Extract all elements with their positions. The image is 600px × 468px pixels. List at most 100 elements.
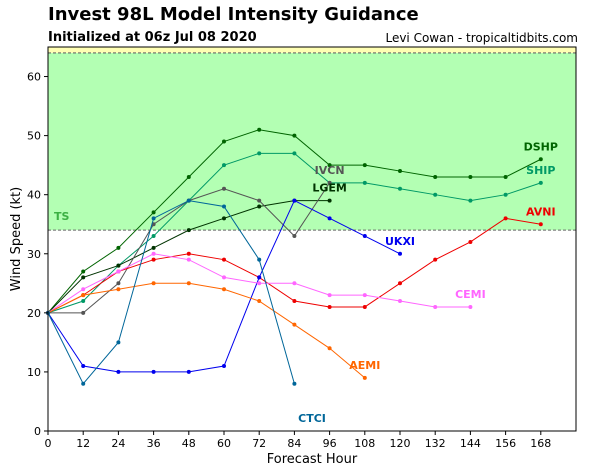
- band-upper: [48, 47, 576, 53]
- data-point: [538, 222, 543, 227]
- data-point: [327, 198, 332, 203]
- data-point: [362, 304, 367, 309]
- data-point: [257, 257, 262, 262]
- data-point: [362, 293, 367, 298]
- y-tick-label: 50: [27, 130, 41, 143]
- data-point: [538, 157, 543, 162]
- data-point: [398, 169, 402, 174]
- data-point: [292, 133, 297, 138]
- data-point: [186, 228, 191, 233]
- data-point: [292, 322, 297, 327]
- data-point: [222, 139, 226, 144]
- data-point: [222, 364, 226, 369]
- data-point: [81, 293, 86, 298]
- x-tick-label: 108: [354, 437, 375, 450]
- series-label-dshp: DSHP: [524, 140, 558, 153]
- x-tick-label: 0: [45, 437, 52, 450]
- data-point: [362, 163, 367, 168]
- x-tick-label: 60: [217, 437, 231, 450]
- y-tick-label: 20: [27, 307, 41, 320]
- y-tick-label: 10: [27, 366, 41, 379]
- data-point: [433, 192, 438, 197]
- data-point: [327, 346, 332, 351]
- data-point: [433, 304, 438, 309]
- series-label-ivcn: IVCN: [315, 164, 345, 177]
- data-point: [433, 257, 438, 262]
- data-point: [503, 216, 508, 221]
- x-tick-label: 144: [460, 437, 481, 450]
- data-point: [222, 204, 226, 209]
- y-tick-label: 40: [27, 189, 41, 202]
- series-line-aemi: [47, 282, 366, 379]
- data-point: [292, 281, 297, 286]
- axes-layer: 0 12 24 36 48 60 72 84 96 108 120 132 144 156 168 0 10 20…: [9, 46, 577, 467]
- band-ts: [48, 52, 576, 231]
- data-point: [292, 151, 297, 156]
- data-point: [327, 163, 332, 168]
- data-point: [116, 281, 121, 286]
- x-tick-label: 36: [147, 437, 161, 450]
- data-point: [292, 234, 297, 239]
- data-point: [468, 304, 473, 309]
- data-point: [327, 180, 332, 185]
- data-point: [81, 269, 86, 274]
- data-point: [186, 369, 191, 374]
- data-point: [186, 198, 191, 203]
- data-point: [81, 299, 86, 304]
- data-point: [81, 275, 86, 280]
- data-point: [468, 239, 473, 244]
- series-label-ship: SHIP: [526, 164, 555, 177]
- data-point: [151, 257, 156, 262]
- data-point: [151, 369, 156, 374]
- data-point: [116, 245, 121, 250]
- y-tick-label: 0: [34, 425, 41, 438]
- data-point: [116, 263, 121, 268]
- data-point: [257, 275, 262, 280]
- data-point: [222, 163, 226, 168]
- x-tick-label: 120: [390, 437, 411, 450]
- data-point: [398, 186, 402, 191]
- data-point: [362, 234, 367, 239]
- plot-frame: [47, 46, 577, 432]
- data-point: [81, 364, 86, 369]
- bands-layer: [48, 46, 576, 231]
- data-point: [222, 216, 226, 221]
- data-point: [538, 180, 543, 185]
- data-point: [222, 257, 226, 262]
- data-point: [116, 340, 121, 345]
- x-tick-label: 72: [252, 437, 266, 450]
- series-layer: [46, 127, 543, 386]
- x-tick-label: 132: [425, 437, 446, 450]
- chart-credit: Levi Cowan - tropicaltidbits.com: [385, 31, 578, 45]
- data-point: [151, 251, 156, 256]
- y-axis-label: Wind Speed (kt): [9, 187, 24, 291]
- data-point: [222, 186, 226, 191]
- series-label-ctci: CTCI: [298, 412, 326, 425]
- data-point: [503, 174, 508, 179]
- labels-layer: TS DSHP SHIP LGEM IVCN AVNI UKXI CEMI AEMI CTCI: [54, 140, 558, 425]
- data-point: [116, 369, 121, 374]
- x-tick-label: 168: [530, 437, 551, 450]
- series-label-lgem: LGEM: [312, 182, 347, 195]
- x-tick-label: 84: [287, 437, 301, 450]
- data-point: [292, 299, 297, 304]
- data-point: [257, 151, 262, 156]
- data-point: [398, 281, 402, 286]
- y-tick-label: 60: [27, 71, 41, 84]
- x-tick-label: 156: [495, 437, 516, 450]
- data-point: [151, 216, 156, 221]
- data-point: [186, 174, 191, 179]
- data-point: [362, 375, 367, 380]
- data-point: [398, 299, 402, 304]
- data-point: [362, 180, 367, 185]
- data-point: [433, 174, 438, 179]
- data-point: [151, 234, 156, 239]
- data-point: [257, 299, 262, 304]
- data-point: [257, 281, 262, 286]
- series-label-cemi: CEMI: [455, 288, 486, 301]
- data-point: [292, 198, 297, 203]
- data-point: [81, 287, 86, 292]
- data-point: [222, 275, 226, 280]
- data-point: [468, 174, 473, 179]
